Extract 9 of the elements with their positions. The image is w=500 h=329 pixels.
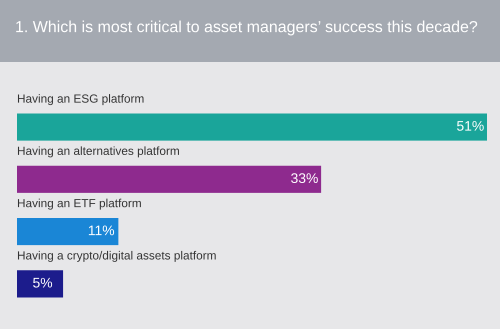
data-label: 33% (291, 173, 318, 184)
data-label: 11% (88, 226, 114, 236)
y-tick-label: Having an alternatives platform (18, 146, 179, 158)
data-label: 5% (33, 278, 52, 288)
data-label: 51% (457, 121, 484, 131)
y-tick-label: Having an ETF platform (18, 198, 141, 210)
y-tick-label: Having a crypto/digital assets platform (18, 250, 216, 262)
chart-title: 1. Which is most critical to asset managers’ success this decade? (16, 20, 478, 36)
y-tick-label: Having an ESG platform (18, 94, 144, 106)
